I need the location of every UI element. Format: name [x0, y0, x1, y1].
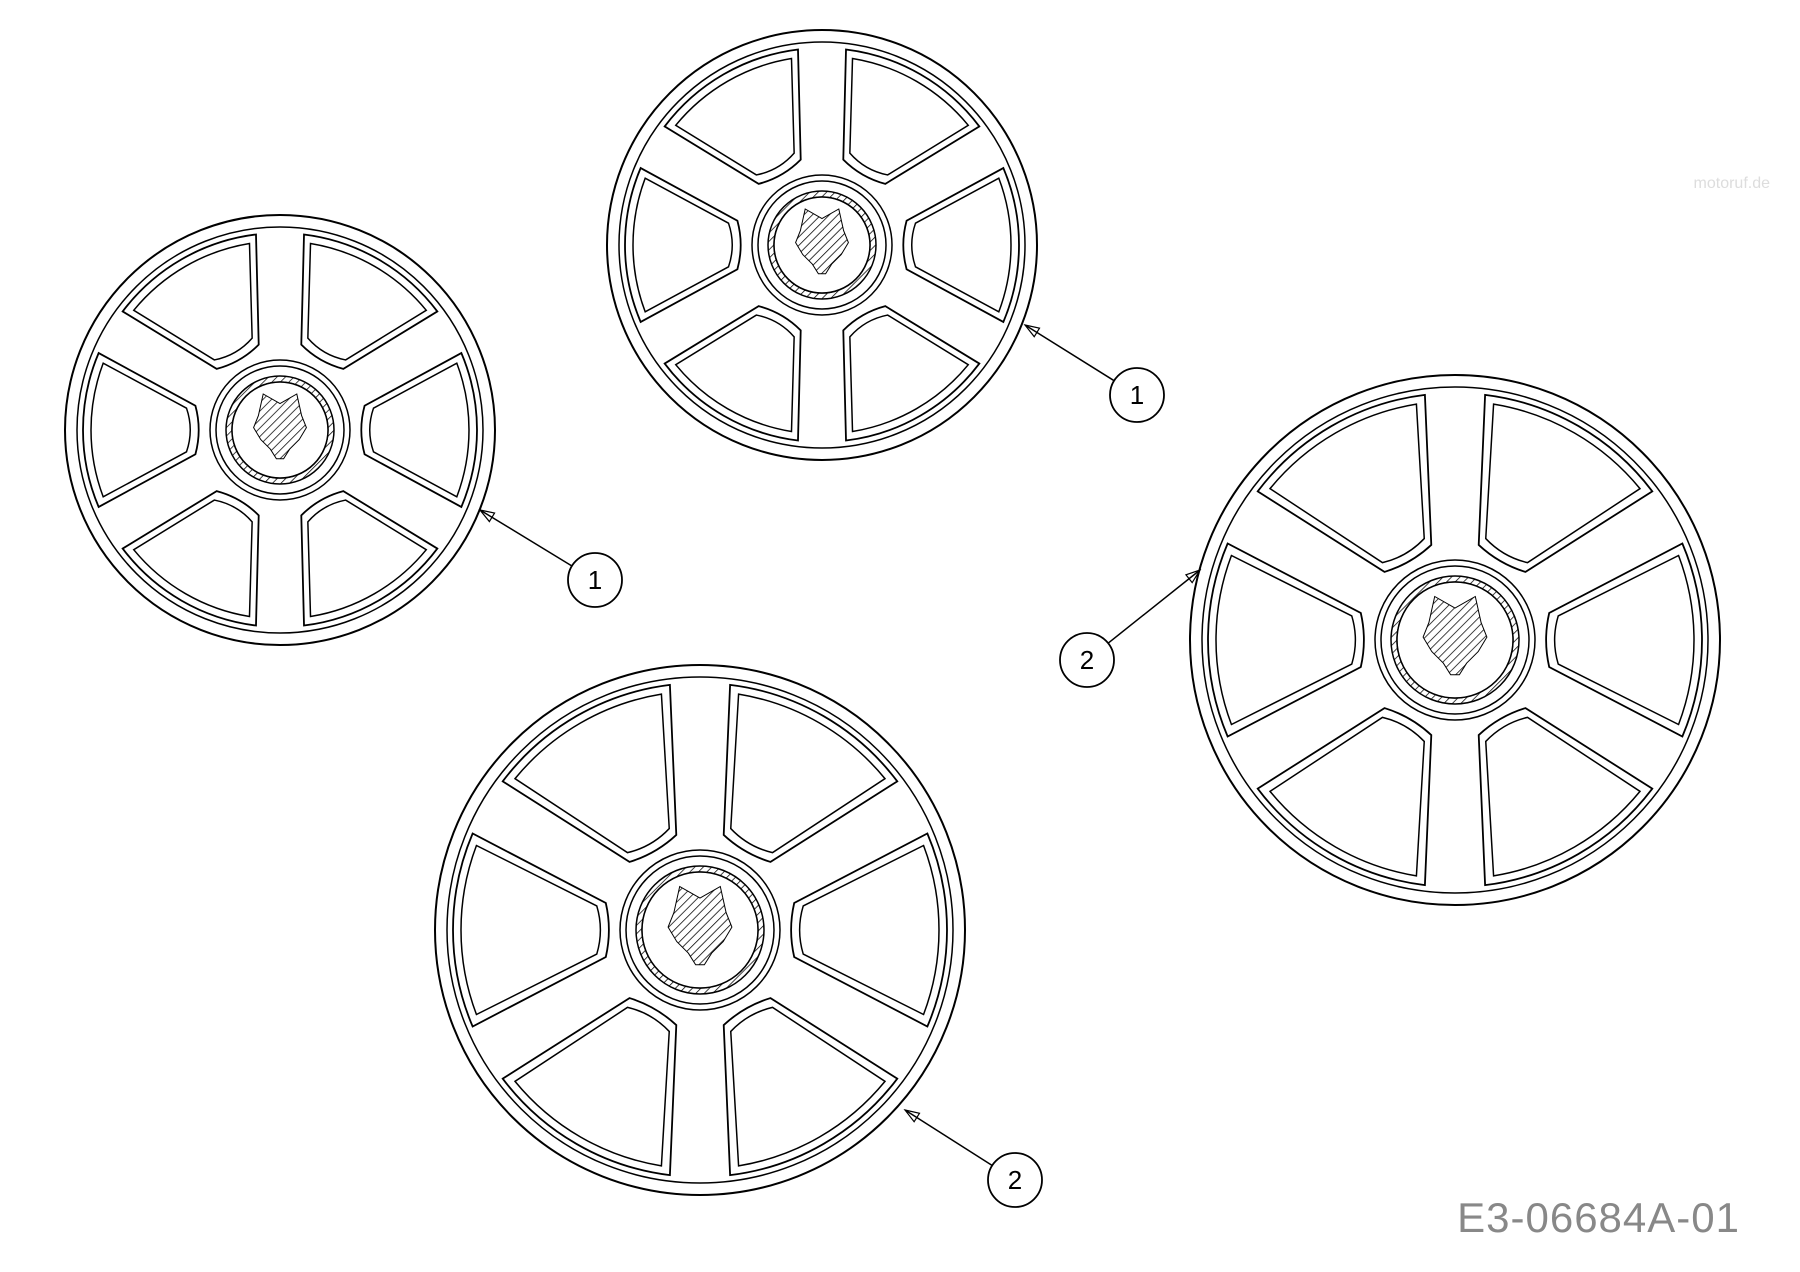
- callout-1: 1: [480, 510, 622, 607]
- callout-2: 2: [1060, 570, 1200, 687]
- diagram-svg: 1 1 2 2: [0, 0, 1800, 1272]
- wheel-1: [607, 30, 1037, 460]
- callout-2: 2: [905, 1110, 1042, 1207]
- callout-label: 2: [1080, 645, 1094, 675]
- callout-1: 1: [1025, 325, 1164, 422]
- watermark-label: motoruf.de: [1694, 175, 1770, 193]
- wheel-2: [1190, 375, 1720, 905]
- callout-label: 1: [1130, 380, 1144, 410]
- callout-label: 1: [588, 565, 602, 595]
- callout-label: 2: [1008, 1165, 1022, 1195]
- part-number-label: E3-06684A-01: [1457, 1194, 1740, 1242]
- diagram-container: 1 1 2 2 E3-06684A-01 motoruf.de: [0, 0, 1800, 1272]
- wheel-1: [65, 215, 495, 645]
- wheel-2: [435, 665, 965, 1195]
